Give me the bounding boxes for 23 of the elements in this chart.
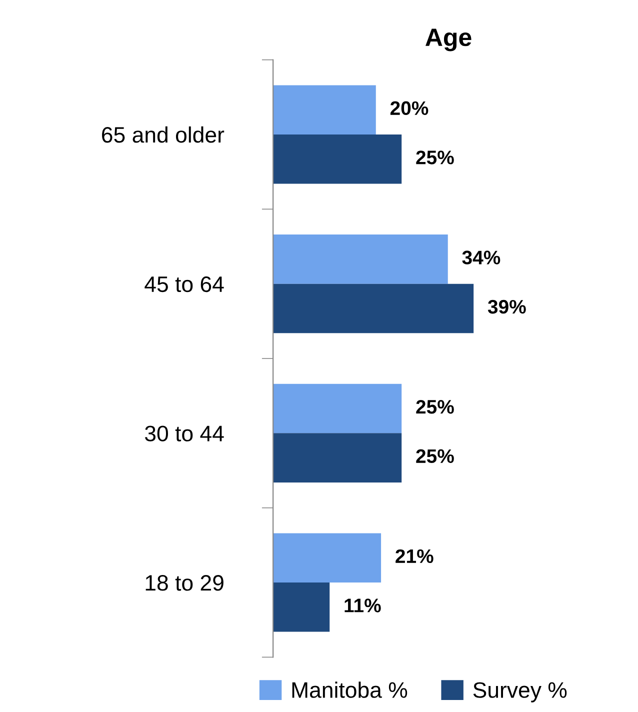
y-tick-label: 45 to 64 bbox=[144, 276, 224, 292]
data-label: 25% bbox=[416, 400, 454, 414]
y-tick-label: 30 to 44 bbox=[144, 426, 224, 442]
data-label: 11% bbox=[344, 598, 381, 612]
data-label: 39% bbox=[488, 300, 526, 314]
bar bbox=[273, 85, 376, 134]
bar bbox=[273, 284, 474, 334]
y-tick-label: 18 to 29 bbox=[146, 575, 224, 591]
legend-label: Manitoba % bbox=[292, 682, 408, 698]
data-label: 21% bbox=[396, 549, 434, 564]
bar bbox=[273, 384, 402, 434]
legend-label: Survey % bbox=[473, 682, 567, 702]
bar bbox=[273, 134, 402, 184]
bar bbox=[273, 582, 330, 632]
data-label: 20% bbox=[390, 101, 428, 116]
y-tick-label: 65 and older bbox=[102, 126, 224, 143]
chart-title: Age bbox=[426, 28, 472, 52]
data-label: 25% bbox=[416, 449, 454, 464]
bar bbox=[273, 533, 382, 583]
data-label: 34% bbox=[462, 250, 500, 264]
data-label: 25% bbox=[416, 150, 454, 164]
bar bbox=[273, 433, 402, 482]
bar bbox=[273, 234, 448, 284]
